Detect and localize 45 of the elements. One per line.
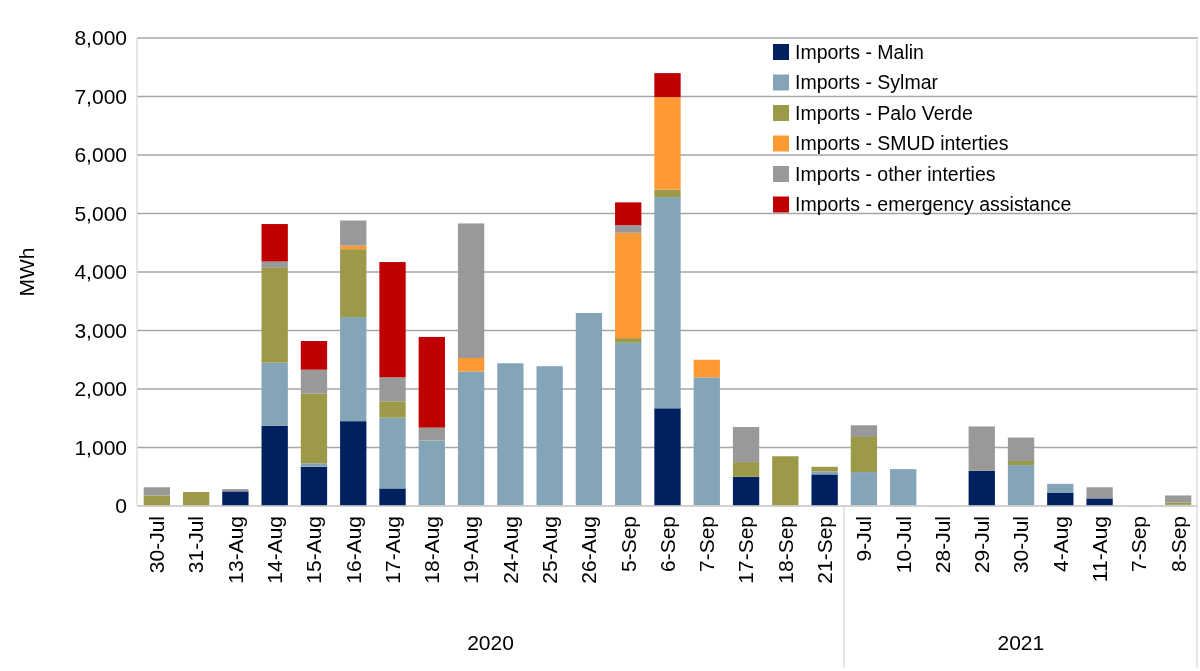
x-tick-label: 15-Aug (302, 516, 326, 584)
x-tick-label: 17-Aug (380, 516, 404, 584)
x-tick-label: 19-Aug (459, 516, 483, 584)
y-axis-title: MWh (15, 247, 38, 297)
legend-label: Imports - SMUD interties (795, 132, 1009, 155)
x-tick-label: 24-Aug (498, 516, 522, 584)
x-tick-label: 31-Jul (184, 516, 208, 574)
legend-label: Imports - emergency assistance (795, 193, 1072, 216)
x-tick-label: 7-Sep (695, 516, 719, 573)
x-tick-label: 30-Jul (1009, 516, 1033, 574)
y-tick-label: 5,000 (74, 201, 127, 225)
x-tick-label: 28-Jul (930, 516, 954, 574)
x-tick-label: 26-Aug (577, 516, 601, 584)
y-tick-label: 2,000 (74, 377, 127, 401)
x-tick-label: 11-Aug (1087, 516, 1111, 583)
x-tick-label: 13-Aug (223, 516, 247, 584)
x-tick-label: 30-Jul (145, 516, 169, 574)
y-tick-label: 7,000 (74, 84, 127, 108)
y-tick-label: 0 (115, 494, 127, 518)
x-tick-label: 21-Sep (812, 516, 836, 584)
legend-label: Imports - Palo Verde (795, 101, 973, 124)
legend-label: Imports - other interties (795, 162, 996, 185)
text: 2020 (467, 631, 514, 655)
x-tick-label: 29-Jul (970, 516, 994, 574)
x-tick-label: 17-Sep (734, 516, 758, 584)
x-tick-label: 10-Jul (891, 516, 915, 574)
x-tick-label: 9-Jul (852, 516, 876, 562)
legend-label: Imports - Malin (795, 40, 924, 63)
x-tick-label: 7-Sep (1127, 516, 1151, 573)
x-tick-label: 18-Aug (420, 516, 444, 584)
x-tick-label: 8-Sep (1166, 516, 1190, 573)
y-tick-label: 3,000 (74, 318, 127, 342)
x-tick-label: 16-Aug (341, 516, 365, 584)
x-tick-label: 5-Sep (616, 516, 640, 573)
y-tick-label: 6,000 (74, 143, 127, 167)
x-tick-label: 4-Aug (1048, 516, 1072, 573)
y-tick-label: 8,000 (74, 26, 127, 50)
y-tick-label: 4,000 (74, 260, 127, 284)
x-tick-label: 14-Aug (263, 516, 287, 584)
x-tick-label: 25-Aug (538, 516, 561, 584)
x-tick-label: 18-Sep (773, 516, 797, 584)
x-tick-label: 6-Sep (655, 516, 679, 573)
y-tick-label: 1,000 (74, 435, 127, 459)
legend-label: Imports - Sylmar (795, 71, 939, 94)
text: 2021 (997, 631, 1045, 655)
